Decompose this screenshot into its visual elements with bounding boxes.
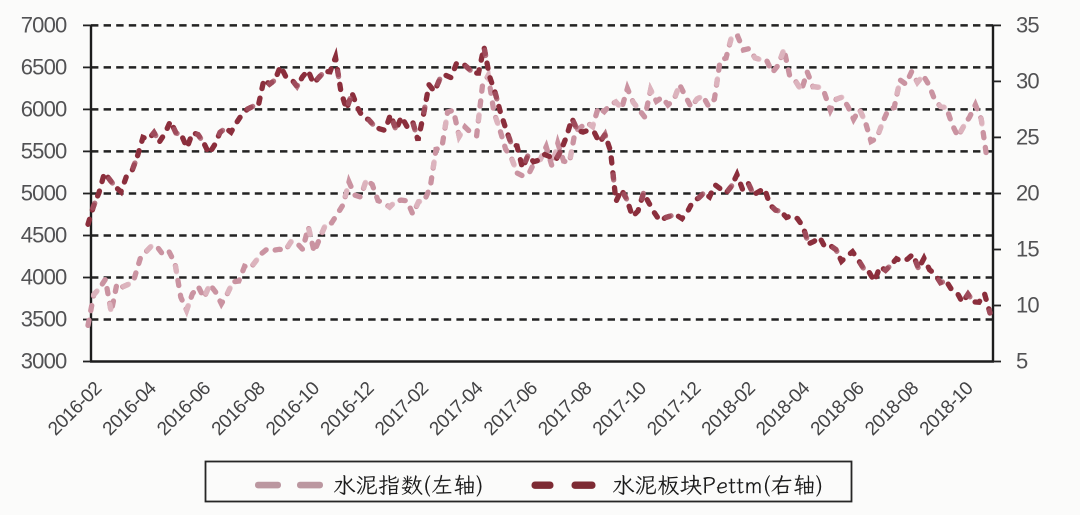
- svg-text:5500: 5500: [21, 139, 67, 164]
- svg-text:10: 10: [1016, 293, 1039, 318]
- svg-text:7000: 7000: [21, 13, 67, 38]
- svg-text:5000: 5000: [21, 181, 67, 206]
- svg-text:25: 25: [1016, 125, 1039, 150]
- svg-text:4500: 4500: [21, 223, 67, 248]
- svg-text:3000: 3000: [21, 349, 67, 374]
- svg-text:5: 5: [1016, 349, 1028, 374]
- svg-text:30: 30: [1016, 69, 1039, 94]
- svg-text:35: 35: [1016, 13, 1039, 38]
- svg-text:6000: 6000: [21, 97, 67, 122]
- svg-text:4000: 4000: [21, 265, 67, 290]
- svg-text:20: 20: [1016, 181, 1039, 206]
- svg-text:15: 15: [1016, 237, 1039, 262]
- svg-text:6500: 6500: [21, 55, 67, 80]
- svg-text:3500: 3500: [21, 307, 67, 332]
